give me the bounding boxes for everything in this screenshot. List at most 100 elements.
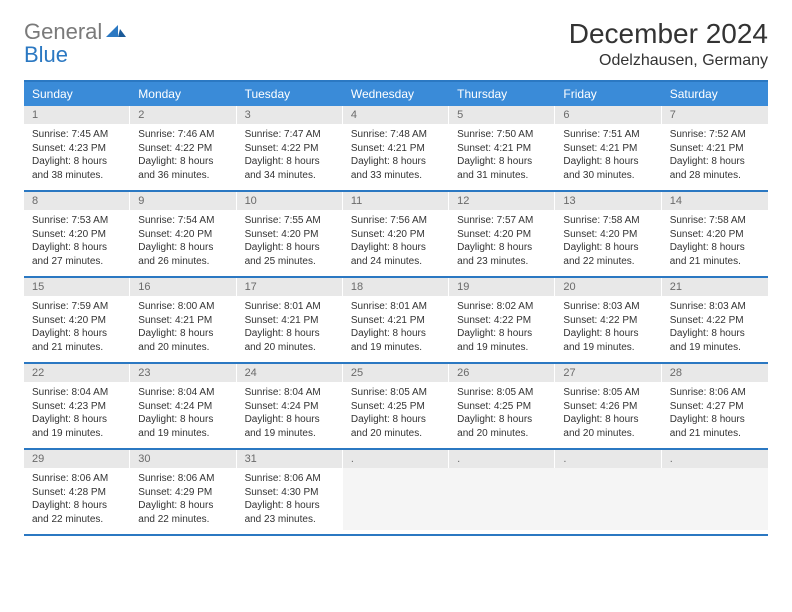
d2-text: and 19 minutes. <box>32 427 122 441</box>
d1-text: Daylight: 8 hours <box>670 241 760 255</box>
d1-text: Daylight: 8 hours <box>563 327 653 341</box>
sunrise-text: Sunrise: 8:06 AM <box>245 472 335 486</box>
day-number: 5 <box>449 106 555 124</box>
day-cell: Sunrise: 7:58 AMSunset: 4:20 PMDaylight:… <box>662 210 768 276</box>
day-cell: Sunrise: 7:54 AMSunset: 4:20 PMDaylight:… <box>130 210 236 276</box>
sunrise-text: Sunrise: 7:46 AM <box>138 128 228 142</box>
day-cell: Sunrise: 8:05 AMSunset: 4:25 PMDaylight:… <box>343 382 449 448</box>
sunset-text: Sunset: 4:23 PM <box>32 142 122 156</box>
sunset-text: Sunset: 4:26 PM <box>563 400 653 414</box>
sunrise-text: Sunrise: 8:03 AM <box>563 300 653 314</box>
day-cell: Sunrise: 7:46 AMSunset: 4:22 PMDaylight:… <box>130 124 236 190</box>
d1-text: Daylight: 8 hours <box>138 241 228 255</box>
d2-text: and 19 minutes. <box>670 341 760 355</box>
sunrise-text: Sunrise: 8:02 AM <box>457 300 547 314</box>
day-number: 24 <box>237 364 343 382</box>
sunset-text: Sunset: 4:22 PM <box>245 142 335 156</box>
day-cell: Sunrise: 8:05 AMSunset: 4:26 PMDaylight:… <box>555 382 661 448</box>
d1-text: Daylight: 8 hours <box>245 413 335 427</box>
sunrise-text: Sunrise: 8:04 AM <box>245 386 335 400</box>
sunset-text: Sunset: 4:22 PM <box>457 314 547 328</box>
sunrise-text: Sunrise: 7:45 AM <box>32 128 122 142</box>
day-cell: Sunrise: 7:59 AMSunset: 4:20 PMDaylight:… <box>24 296 130 362</box>
d2-text: and 22 minutes. <box>32 513 122 527</box>
day-number: 7 <box>662 106 768 124</box>
sunrise-text: Sunrise: 7:58 AM <box>670 214 760 228</box>
day-number: 14 <box>662 192 768 210</box>
sunrise-text: Sunrise: 8:03 AM <box>670 300 760 314</box>
day-header-row: Sunday Monday Tuesday Wednesday Thursday… <box>24 82 768 106</box>
d1-text: Daylight: 8 hours <box>457 155 547 169</box>
d1-text: Daylight: 8 hours <box>32 327 122 341</box>
day-cell: Sunrise: 8:01 AMSunset: 4:21 PMDaylight:… <box>237 296 343 362</box>
sunset-text: Sunset: 4:20 PM <box>351 228 441 242</box>
day-cell <box>449 468 555 534</box>
day-cell <box>343 468 449 534</box>
sunset-text: Sunset: 4:22 PM <box>563 314 653 328</box>
sunrise-text: Sunrise: 8:06 AM <box>32 472 122 486</box>
sunset-text: Sunset: 4:20 PM <box>138 228 228 242</box>
d2-text: and 31 minutes. <box>457 169 547 183</box>
d1-text: Daylight: 8 hours <box>563 413 653 427</box>
day-number: 1 <box>24 106 130 124</box>
d2-text: and 20 minutes. <box>138 341 228 355</box>
d2-text: and 19 minutes. <box>351 341 441 355</box>
sunrise-text: Sunrise: 7:54 AM <box>138 214 228 228</box>
day-number: 22 <box>24 364 130 382</box>
day-number: 26 <box>449 364 555 382</box>
sunset-text: Sunset: 4:23 PM <box>32 400 122 414</box>
d2-text: and 36 minutes. <box>138 169 228 183</box>
d1-text: Daylight: 8 hours <box>351 413 441 427</box>
day-number: 18 <box>343 278 449 296</box>
d2-text: and 24 minutes. <box>351 255 441 269</box>
sunset-text: Sunset: 4:22 PM <box>670 314 760 328</box>
sunset-text: Sunset: 4:24 PM <box>138 400 228 414</box>
d1-text: Daylight: 8 hours <box>32 413 122 427</box>
sunset-text: Sunset: 4:21 PM <box>138 314 228 328</box>
day-number: 23 <box>130 364 236 382</box>
d1-text: Daylight: 8 hours <box>138 499 228 513</box>
sunset-text: Sunset: 4:22 PM <box>138 142 228 156</box>
week-row: 293031....Sunrise: 8:06 AMSunset: 4:28 P… <box>24 450 768 536</box>
sunrise-text: Sunrise: 8:04 AM <box>138 386 228 400</box>
day-cell: Sunrise: 8:06 AMSunset: 4:28 PMDaylight:… <box>24 468 130 534</box>
week-row: 1234567Sunrise: 7:45 AMSunset: 4:23 PMDa… <box>24 106 768 192</box>
day-number: 20 <box>555 278 661 296</box>
day-number: 30 <box>130 450 236 468</box>
d1-text: Daylight: 8 hours <box>32 155 122 169</box>
day-cell <box>662 468 768 534</box>
sunrise-text: Sunrise: 7:50 AM <box>457 128 547 142</box>
day-header: Monday <box>130 82 236 106</box>
d2-text: and 22 minutes. <box>563 255 653 269</box>
day-cell: Sunrise: 8:00 AMSunset: 4:21 PMDaylight:… <box>130 296 236 362</box>
d2-text: and 34 minutes. <box>245 169 335 183</box>
d1-text: Daylight: 8 hours <box>351 155 441 169</box>
day-number: 13 <box>555 192 661 210</box>
day-cell <box>555 468 661 534</box>
sunset-text: Sunset: 4:20 PM <box>670 228 760 242</box>
day-cell: Sunrise: 8:03 AMSunset: 4:22 PMDaylight:… <box>662 296 768 362</box>
sunrise-text: Sunrise: 7:55 AM <box>245 214 335 228</box>
d2-text: and 19 minutes. <box>138 427 228 441</box>
d2-text: and 30 minutes. <box>563 169 653 183</box>
sunset-text: Sunset: 4:21 PM <box>457 142 547 156</box>
d2-text: and 19 minutes. <box>245 427 335 441</box>
d1-text: Daylight: 8 hours <box>138 413 228 427</box>
d1-text: Daylight: 8 hours <box>670 413 760 427</box>
day-number: 29 <box>24 450 130 468</box>
day-number: 27 <box>555 364 661 382</box>
d2-text: and 21 minutes. <box>32 341 122 355</box>
sunset-text: Sunset: 4:21 PM <box>670 142 760 156</box>
sunrise-text: Sunrise: 7:51 AM <box>563 128 653 142</box>
d2-text: and 20 minutes. <box>457 427 547 441</box>
d1-text: Daylight: 8 hours <box>245 499 335 513</box>
sunset-text: Sunset: 4:21 PM <box>245 314 335 328</box>
d2-text: and 21 minutes. <box>670 255 760 269</box>
day-cell: Sunrise: 7:50 AMSunset: 4:21 PMDaylight:… <box>449 124 555 190</box>
sunset-text: Sunset: 4:20 PM <box>457 228 547 242</box>
d2-text: and 23 minutes. <box>457 255 547 269</box>
day-number: . <box>555 450 661 468</box>
page-title: December 2024 <box>569 18 768 50</box>
week-row: 22232425262728Sunrise: 8:04 AMSunset: 4:… <box>24 364 768 450</box>
day-cell: Sunrise: 7:48 AMSunset: 4:21 PMDaylight:… <box>343 124 449 190</box>
